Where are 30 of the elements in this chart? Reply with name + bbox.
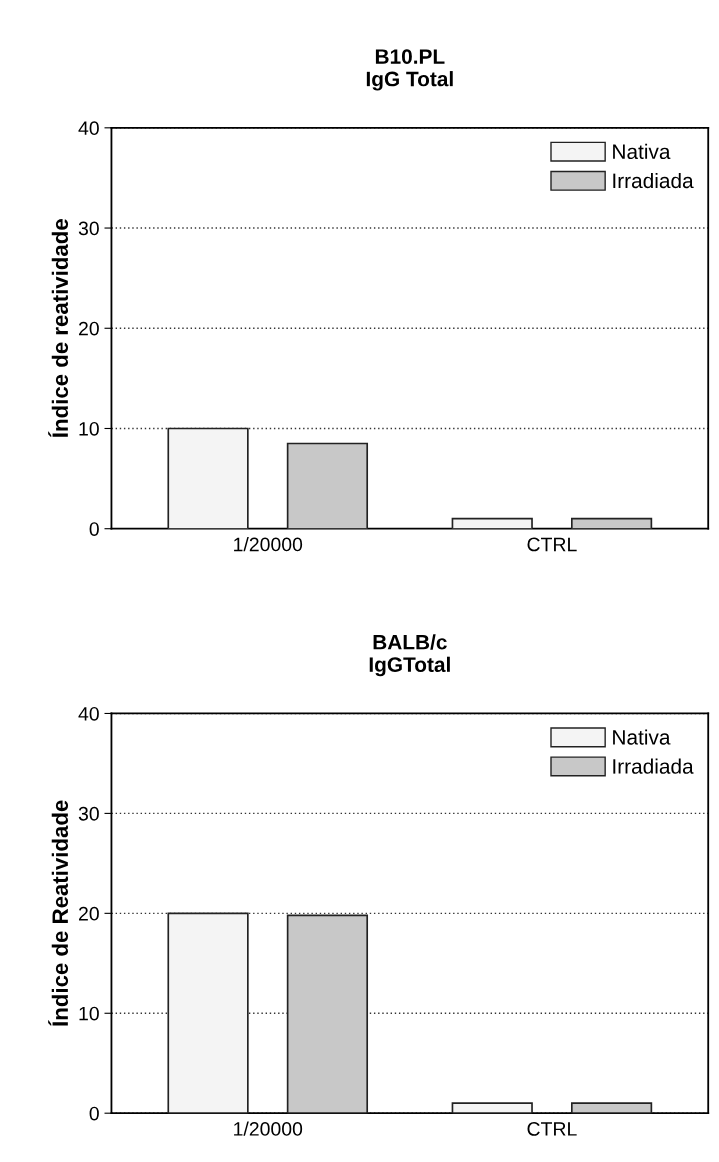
chart-title: BALB/c IgGTotal	[369, 634, 450, 677]
bar	[286, 442, 369, 529]
bar	[286, 914, 369, 1114]
y-tick-label: 20	[78, 906, 99, 921]
y-tick-label: 10	[79, 421, 99, 436]
y-axis-title: Índice de Reatividade	[48, 800, 69, 1026]
y-tick-label: 20	[78, 321, 99, 336]
legend-label: Irradiada	[613, 172, 694, 189]
bar	[570, 1102, 653, 1114]
x-tick-label: 1/20000	[234, 1121, 303, 1136]
x-tick-label: 1/20000	[234, 537, 303, 552]
y-tick-label: 30	[78, 806, 99, 821]
legend-label: Nativa	[613, 729, 671, 745]
y-axis-title: Índice de reatividade	[48, 219, 69, 438]
x-tick-label: CTRL	[527, 537, 577, 552]
y-tick-label: 40	[78, 706, 99, 721]
chart-title: B10.PL IgG Total	[366, 49, 453, 91]
legend-label: Nativa	[613, 143, 671, 160]
bar	[167, 427, 249, 529]
bar	[451, 517, 533, 529]
y-tick-label: 0	[89, 1106, 99, 1121]
legend-label: Irradiada	[613, 758, 694, 774]
y-tick-label: 0	[89, 522, 99, 536]
bar	[570, 517, 653, 529]
y-tick-label: 10	[79, 1006, 99, 1021]
y-tick-label: 30	[78, 221, 99, 236]
bar	[451, 1102, 533, 1114]
bar	[167, 912, 249, 1114]
x-tick-label: CTRL	[527, 1122, 577, 1136]
y-tick-label: 40	[78, 121, 99, 136]
